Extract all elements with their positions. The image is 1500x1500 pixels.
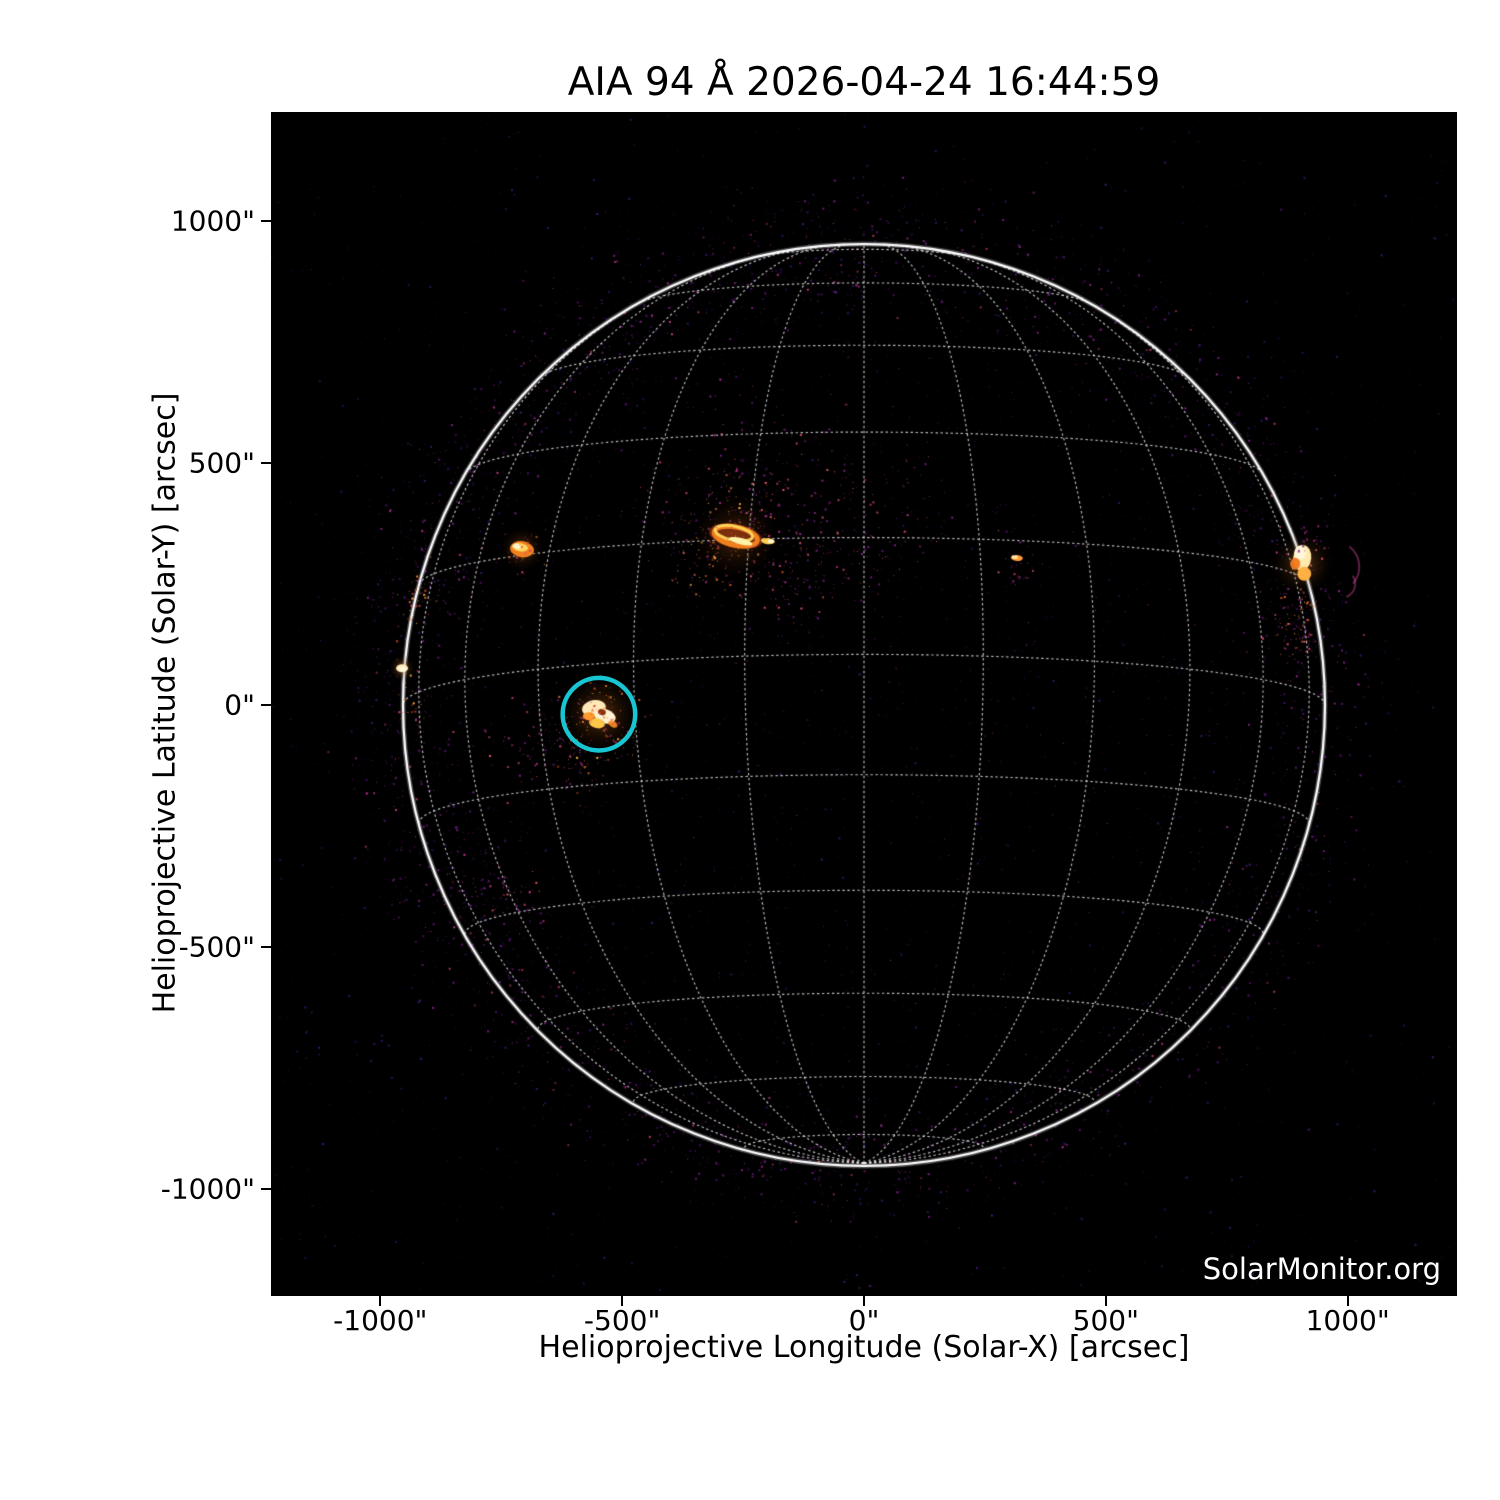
aia-94-solar-disk-image <box>271 112 1457 1296</box>
flare-annotation-circle <box>560 675 638 753</box>
x-tick-mark <box>1346 1296 1349 1306</box>
x-tick-mark <box>379 1296 382 1306</box>
y-tick-label: 0" <box>224 688 255 722</box>
y-tick-label: -1000" <box>160 1172 255 1206</box>
x-tick-label: 500" <box>1072 1304 1140 1337</box>
y-tick-mark <box>261 704 271 706</box>
y-tick-label: -500" <box>178 930 255 964</box>
x-tick-label: 0" <box>848 1304 880 1337</box>
y-axis-label: Helioprojective Latitude (Solar-Y) [arcs… <box>147 392 183 1014</box>
y-tick-mark <box>261 945 271 948</box>
x-tick-mark <box>1104 1296 1107 1306</box>
y-tick-mark <box>261 220 271 223</box>
x-tick-mark <box>863 1296 865 1306</box>
x-tick-label: -500" <box>583 1304 661 1337</box>
watermark: SolarMonitor.org <box>1202 1252 1441 1286</box>
y-tick-label: 1000" <box>170 204 255 238</box>
y-tick-mark <box>261 462 271 465</box>
x-tick-mark <box>621 1296 624 1306</box>
solar-image-plot: SolarMonitor.org <box>271 112 1457 1296</box>
x-tick-label: 1000" <box>1305 1304 1390 1337</box>
y-tick-mark <box>261 1187 271 1190</box>
figure-title: AIA 94 Å 2026-04-24 16:44:59 <box>567 60 1161 105</box>
x-axis-label: Helioprojective Longitude (Solar-X) [arc… <box>538 1330 1190 1365</box>
annotation-overlay <box>560 675 638 753</box>
y-tick-label: 500" <box>188 446 255 480</box>
x-tick-label: -1000" <box>333 1304 428 1337</box>
